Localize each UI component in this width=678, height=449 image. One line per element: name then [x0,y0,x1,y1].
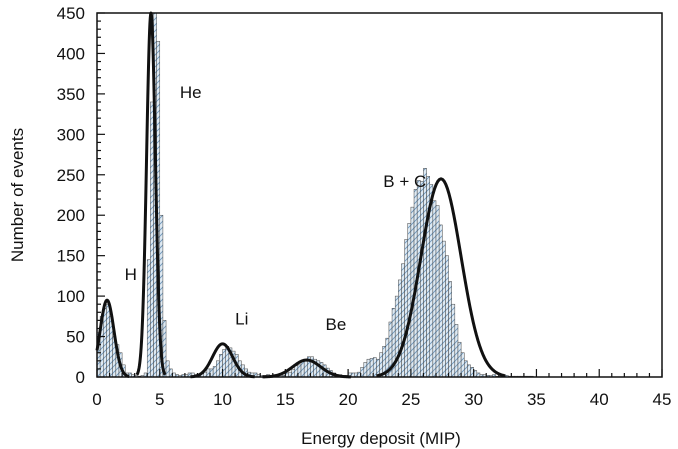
x-axis-ticks: 0 5 10 15 20 25 30 35 40 45 [92,369,671,409]
histogram-bin [291,369,296,378]
histogram-bin [423,168,427,378]
histogram-bins [96,12,534,378]
histogram-bin [394,295,399,378]
peak-annotations: H He Li Be B + C [125,83,427,334]
y-tick-label: 300 [57,125,85,144]
histogram-bin [451,303,456,378]
histogram-bin [432,200,437,378]
peak-annotation: He [180,83,202,102]
y-tick-label: 50 [66,328,85,347]
histogram-bin [404,239,409,378]
y-axis-ticks: 0 50 100 150 200 250 300 350 400 450 [57,4,105,387]
histogram-bin [150,101,154,378]
x-tick-label: 15 [276,390,295,409]
histogram-bin [407,223,412,378]
y-tick-label: 0 [76,368,85,387]
fit-curve-peak [189,342,256,379]
histogram-bin [106,303,110,378]
histogram-bin [448,281,452,378]
histogram-bin [454,324,459,378]
histogram-bin [438,224,443,378]
histogram-bin [464,360,468,378]
histogram-bin [442,240,446,378]
x-tick-label: 5 [155,390,164,409]
y-tick-label: 200 [57,206,85,225]
x-axis-label: Energy deposit (MIP) [301,429,461,448]
y-tick-label: 100 [57,287,85,306]
histogram-bin [401,263,405,378]
histogram-bin [300,360,305,378]
histogram-bin [467,364,471,378]
histogram-bin [216,360,220,378]
x-tick-label: 20 [339,390,358,409]
peak-annotation: Be [326,315,347,334]
y-tick-label: 150 [57,247,85,266]
x-tick-label: 45 [653,390,672,409]
histogram-bin [103,307,107,378]
x-tick-label: 25 [401,390,420,409]
peak-annotation: H [125,265,137,284]
fit-curve-peak [95,298,131,379]
histogram-bin [435,205,440,378]
y-axis-label: Number of events [8,128,27,262]
histogram-bin [445,255,449,378]
histogram-bin [420,180,424,378]
x-tick-label: 10 [213,390,232,409]
x-tick-label: 30 [464,390,483,409]
fit-curve-peak [376,177,506,378]
y-tick-label: 450 [57,4,85,23]
plot-frame [96,12,663,378]
x-tick-label: 40 [590,390,609,409]
histogram-bin [457,341,462,378]
histogram-bin [398,279,402,378]
y-tick-label: 400 [57,44,85,63]
histogram-bin [146,259,151,378]
histogram-bin [363,362,368,378]
histogram-bin [429,184,434,378]
histogram-bin [212,366,217,378]
histogram-bin [165,360,170,378]
x-tick-label: 0 [92,390,101,409]
peak-annotation: B + C [383,172,426,191]
histogram-bin [366,358,371,378]
histogram-bin [303,358,308,378]
y-tick-label: 250 [57,166,85,185]
x-tick-label: 35 [527,390,546,409]
y-tick-label: 350 [57,85,85,104]
peak-annotation: Li [235,309,248,328]
